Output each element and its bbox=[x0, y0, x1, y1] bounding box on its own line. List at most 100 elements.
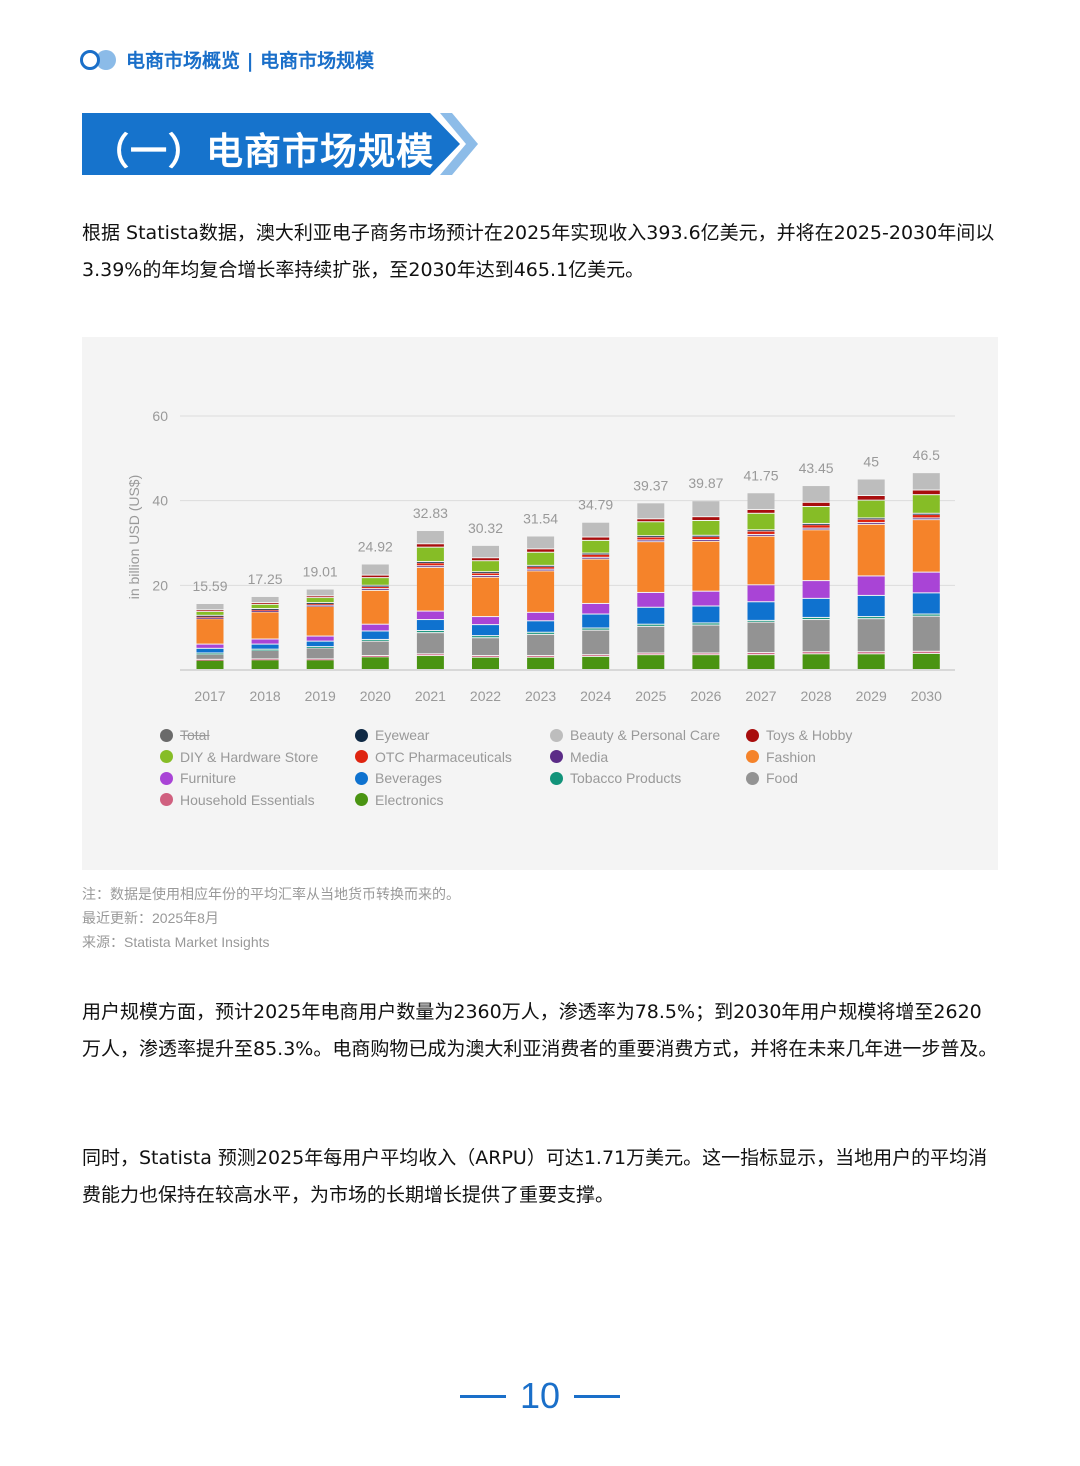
bar-segment-electronics bbox=[802, 654, 830, 669]
bar-segment-beverages bbox=[802, 598, 830, 617]
legend-dot-icon bbox=[160, 771, 173, 785]
total-label: 31.54 bbox=[523, 510, 558, 526]
bar-segment-food bbox=[857, 619, 885, 652]
legend-dot-icon bbox=[746, 728, 759, 742]
bar-segment-tobacco-products bbox=[361, 639, 389, 641]
bar-segment-furniture bbox=[472, 617, 499, 625]
bar-segment-media bbox=[361, 589, 389, 590]
bar-segment-media bbox=[472, 576, 499, 577]
chart-plot: 20 40 60 in billion USD (US$) 15.59 2017 17.25… bbox=[126, 408, 955, 704]
bar-segment-electronics bbox=[361, 657, 389, 669]
bar-segment-beverages bbox=[306, 641, 334, 647]
legend-dot-icon bbox=[550, 728, 563, 742]
bar-segment-tobacco-products bbox=[472, 636, 499, 638]
x-tick-label: 2028 bbox=[801, 688, 832, 704]
bar-segment-otc-pharmaceuticals bbox=[747, 531, 775, 534]
bar-segment-electronics bbox=[692, 655, 720, 669]
legend-item[interactable]: Beauty & Personal Care bbox=[550, 727, 720, 743]
note-exchange: 注：数据是使用相应年份的平均汇率从当地货币转换而来的。 bbox=[82, 886, 460, 902]
x-tick-label: 2019 bbox=[305, 688, 336, 704]
bar-segment-food bbox=[361, 641, 389, 656]
bar-segment-beverages bbox=[196, 648, 224, 653]
bar-segment-beverages bbox=[912, 593, 940, 614]
legend-item[interactable]: Electronics bbox=[355, 792, 443, 808]
bar-segment-food bbox=[582, 630, 610, 655]
legend-item[interactable]: Beverages bbox=[355, 770, 442, 786]
bar-segment-otc-pharmaceuticals bbox=[527, 567, 555, 569]
legend-item[interactable]: OTC Pharmaceuticals bbox=[355, 749, 512, 765]
toggle-icon bbox=[80, 49, 116, 71]
bar-segment-food bbox=[912, 616, 940, 651]
legend-item[interactable]: Total bbox=[160, 727, 210, 743]
legend-dot-icon bbox=[160, 728, 173, 742]
bar-segment-diy-hardware-store bbox=[251, 604, 279, 609]
bar-segment-household-essentials bbox=[747, 653, 775, 655]
legend-item[interactable]: Toys & Hobby bbox=[746, 727, 852, 743]
bar-segment-otc-pharmaceuticals bbox=[306, 603, 334, 605]
bar-segment-fashion bbox=[912, 520, 940, 572]
legend-item[interactable]: Media bbox=[550, 749, 608, 765]
bar-segment-household-essentials bbox=[857, 652, 885, 654]
bar-segment-tobacco-products bbox=[857, 617, 885, 619]
bar-segment-otc-pharmaceuticals bbox=[692, 537, 720, 540]
bar-segment-fashion bbox=[857, 524, 885, 576]
legend-label: Beverages bbox=[375, 770, 442, 786]
bar-segment-otc-pharmaceuticals bbox=[582, 554, 610, 557]
legend-item[interactable]: Food bbox=[746, 770, 798, 786]
bar-segment-electronics bbox=[857, 654, 885, 669]
legend-item[interactable]: Furniture bbox=[160, 770, 236, 786]
bar-segment-otc-pharmaceuticals bbox=[802, 525, 830, 528]
legend-dot-icon bbox=[160, 750, 173, 763]
legend-dot-icon bbox=[746, 750, 759, 763]
legend-dot-icon bbox=[355, 793, 368, 806]
bar-segment-fashion bbox=[416, 567, 444, 611]
bar-segment-media bbox=[196, 617, 224, 619]
bar-segment-beverages bbox=[637, 607, 665, 624]
bar-segment-household-essentials bbox=[196, 659, 224, 661]
bar-segment-tobacco-products bbox=[912, 614, 940, 616]
bar-segment-eyewear bbox=[582, 553, 610, 555]
y-axis-label: in billion USD (US$) bbox=[126, 475, 142, 599]
bar-segment-furniture bbox=[196, 644, 224, 648]
legend-item[interactable]: DIY & Hardware Store bbox=[160, 749, 318, 765]
bar-segment-furniture bbox=[857, 576, 885, 595]
legend-label: Food bbox=[766, 770, 798, 786]
page-number: 10 bbox=[0, 1375, 1080, 1417]
legend-item[interactable]: Tobacco Products bbox=[550, 770, 681, 786]
bar-segment-otc-pharmaceuticals bbox=[251, 609, 279, 611]
bar-segment-tobacco-products bbox=[692, 623, 720, 625]
bar-segment-tobacco-products bbox=[527, 632, 555, 634]
bar-segment-household-essentials bbox=[912, 651, 940, 653]
bar-segment-eyewear bbox=[306, 603, 334, 604]
bar-segment-food bbox=[416, 633, 444, 654]
legend-item[interactable]: Household Essentials bbox=[160, 792, 315, 808]
bar-segment-fashion bbox=[582, 559, 610, 603]
bar-segment-media bbox=[251, 611, 279, 612]
bar-segment-fashion bbox=[251, 612, 279, 639]
bar-segment-household-essentials bbox=[251, 659, 279, 661]
legend-label: Fashion bbox=[766, 748, 816, 765]
bar-segment-media bbox=[912, 518, 940, 520]
bar-segment-toys-hobby bbox=[416, 544, 444, 547]
bar-segment-beauty-personal-care bbox=[196, 604, 224, 610]
bar-segment-beauty-personal-care bbox=[912, 473, 940, 490]
legend-label: Media bbox=[570, 748, 609, 765]
legend-item[interactable]: Fashion bbox=[746, 749, 816, 765]
bar-segment-electronics bbox=[637, 655, 665, 669]
bar-segment-fashion bbox=[306, 606, 334, 636]
bar-segment-otc-pharmaceuticals bbox=[416, 563, 444, 566]
legend-label: Toys & Hobby bbox=[766, 727, 853, 743]
bar-segment-beverages bbox=[857, 595, 885, 617]
total-label: 24.92 bbox=[358, 539, 393, 555]
x-tick-label: 2024 bbox=[580, 688, 611, 704]
bar-segment-eyewear bbox=[196, 615, 224, 617]
bar-segment-beauty-personal-care bbox=[857, 479, 885, 496]
chart-notes: 注：数据是使用相应年份的平均汇率从当地货币转换而来的。 最近更新：2025年8月… bbox=[82, 882, 460, 954]
bar-segment-household-essentials bbox=[361, 656, 389, 657]
divider bbox=[459, 1394, 506, 1398]
bar-segment-food bbox=[747, 622, 775, 653]
bar-segment-electronics bbox=[582, 656, 610, 669]
bar-segment-eyewear bbox=[912, 513, 940, 515]
legend-item[interactable]: Eyewear bbox=[355, 727, 429, 743]
bar-segment-tobacco-products bbox=[802, 617, 830, 620]
